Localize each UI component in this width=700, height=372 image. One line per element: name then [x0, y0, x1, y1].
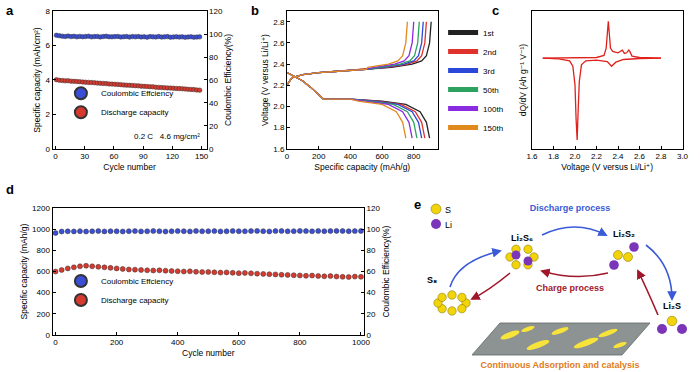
svg-text:800: 800: [37, 246, 51, 255]
svg-text:2.0: 2.0: [569, 152, 581, 161]
svg-text:1.8: 1.8: [548, 152, 560, 161]
svg-text:2.8: 2.8: [273, 18, 285, 27]
svg-text:a: a: [6, 3, 14, 18]
svg-text:Coulombic Efficiency(%): Coulombic Efficiency(%): [381, 225, 391, 317]
svg-text:800: 800: [407, 152, 421, 161]
svg-text:400: 400: [37, 288, 51, 297]
svg-text:Coulombic Effciency: Coulombic Effciency: [101, 277, 173, 286]
svg-text:dQ/dV (Ah g⁻¹ V⁻¹): dQ/dV (Ah g⁻¹ V⁻¹): [518, 44, 528, 116]
svg-text:60: 60: [109, 152, 118, 161]
svg-text:b: b: [251, 3, 259, 18]
svg-text:Coulombic Efficiency(%): Coulombic Efficiency(%): [223, 34, 233, 126]
svg-text:20: 20: [209, 122, 218, 131]
svg-text:3rd: 3rd: [483, 67, 495, 76]
svg-text:6: 6: [45, 41, 50, 50]
svg-text:2.6: 2.6: [273, 39, 285, 48]
svg-text:120: 120: [367, 204, 381, 213]
svg-text:60: 60: [209, 76, 218, 85]
svg-text:30: 30: [80, 152, 89, 161]
svg-text:600: 600: [37, 267, 51, 276]
svg-text:200: 200: [110, 338, 124, 347]
svg-text:1.8: 1.8: [273, 123, 285, 132]
svg-text:80: 80: [209, 53, 218, 62]
svg-text:200: 200: [312, 152, 326, 161]
svg-text:Cycle number: Cycle number: [182, 348, 235, 358]
svg-text:S: S: [445, 205, 451, 215]
svg-text:2.4: 2.4: [612, 152, 624, 161]
svg-text:600: 600: [375, 152, 389, 161]
svg-text:0: 0: [209, 145, 214, 154]
svg-text:Voltage (V versus Li/Li⁺): Voltage (V versus Li/Li⁺): [561, 162, 653, 172]
svg-text:40: 40: [209, 99, 218, 108]
svg-text:100: 100: [209, 30, 223, 39]
svg-text:1.6: 1.6: [526, 152, 538, 161]
svg-text:80: 80: [367, 246, 376, 255]
svg-text:2.2: 2.2: [273, 81, 285, 90]
svg-text:Charge process: Charge process: [536, 283, 604, 293]
svg-text:0: 0: [53, 152, 58, 161]
svg-text:100th: 100th: [483, 105, 503, 114]
svg-text:Cycle number: Cycle number: [103, 162, 156, 172]
svg-text:200: 200: [37, 310, 51, 319]
svg-text:c: c: [492, 3, 499, 18]
svg-text:20: 20: [367, 310, 376, 319]
svg-text:Specific capacity (mAh/cm²): Specific capacity (mAh/cm²): [32, 27, 42, 132]
svg-text:120: 120: [209, 7, 223, 16]
svg-text:Specific capacity (mAh/g): Specific capacity (mAh/g): [314, 162, 410, 172]
svg-text:0: 0: [285, 152, 290, 161]
svg-text:Li₂S₂: Li₂S₂: [613, 229, 635, 239]
svg-text:2.4: 2.4: [273, 60, 285, 69]
svg-text:Specific capacity (mAh/g): Specific capacity (mAh/g): [19, 223, 29, 319]
svg-text:0: 0: [45, 331, 50, 340]
svg-text:0.2 C 4.6 mg/cm²: 0.2 C 4.6 mg/cm²: [134, 132, 200, 141]
svg-text:120: 120: [166, 152, 180, 161]
svg-text:2.2: 2.2: [591, 152, 603, 161]
svg-text:50th: 50th: [483, 86, 499, 95]
svg-text:2.0: 2.0: [273, 102, 285, 111]
svg-text:e: e: [414, 197, 421, 212]
svg-text:100: 100: [367, 225, 381, 234]
svg-text:Li₂S₆: Li₂S₆: [511, 233, 533, 243]
svg-text:800: 800: [293, 338, 307, 347]
svg-text:Li: Li: [445, 220, 452, 230]
svg-text:Coulombic Effciency: Coulombic Effciency: [101, 89, 173, 98]
svg-text:1200: 1200: [32, 204, 50, 213]
svg-text:0: 0: [53, 338, 58, 347]
svg-text:150: 150: [195, 152, 209, 161]
svg-text:1.6: 1.6: [273, 145, 285, 154]
svg-text:1000: 1000: [352, 338, 370, 347]
svg-text:60: 60: [367, 267, 376, 276]
svg-text:Discharge process: Discharge process: [530, 203, 611, 213]
svg-text:600: 600: [232, 338, 246, 347]
svg-text:2: 2: [45, 110, 50, 119]
svg-text:1st: 1st: [483, 29, 494, 38]
svg-text:S₈: S₈: [427, 275, 437, 285]
svg-text:8: 8: [45, 7, 50, 16]
svg-text:90: 90: [139, 152, 148, 161]
svg-text:d: d: [6, 182, 14, 197]
svg-text:0: 0: [45, 145, 50, 154]
svg-text:4: 4: [45, 76, 50, 85]
svg-text:1000: 1000: [32, 225, 50, 234]
svg-text:Continuous Adsorption and cata: Continuous Adsorption and catalysis: [480, 360, 639, 370]
svg-text:Discharge capacity: Discharge capacity: [101, 108, 169, 117]
svg-text:2.6: 2.6: [634, 152, 646, 161]
svg-text:40: 40: [367, 288, 376, 297]
svg-text:400: 400: [171, 338, 185, 347]
svg-text:2nd: 2nd: [483, 48, 496, 57]
svg-text:150th: 150th: [483, 124, 503, 133]
svg-text:400: 400: [344, 152, 358, 161]
svg-text:Discharge capacity: Discharge capacity: [101, 296, 169, 305]
svg-text:Li₂S: Li₂S: [663, 301, 681, 311]
svg-text:Voltage (V versus Li/Li⁺): Voltage (V versus Li/Li⁺): [260, 34, 270, 126]
svg-text:0: 0: [367, 331, 372, 340]
svg-text:3.0: 3.0: [677, 152, 689, 161]
svg-text:2.8: 2.8: [655, 152, 667, 161]
